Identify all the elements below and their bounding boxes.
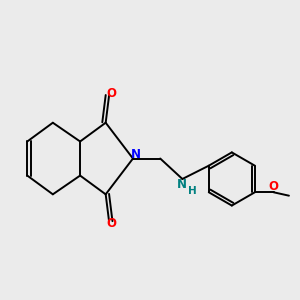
- Text: O: O: [268, 180, 279, 193]
- Text: O: O: [107, 217, 117, 230]
- Text: O: O: [107, 87, 117, 100]
- Text: N: N: [177, 178, 187, 191]
- Text: H: H: [188, 186, 196, 196]
- Text: N: N: [131, 148, 141, 160]
